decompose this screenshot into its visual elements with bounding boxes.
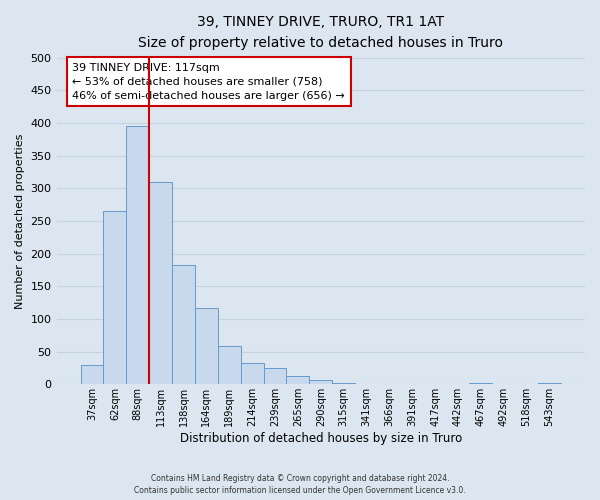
- Bar: [469, 383, 493, 384]
- Title: 39, TINNEY DRIVE, TRURO, TR1 1AT
Size of property relative to detached houses in: 39, TINNEY DRIVE, TRURO, TR1 1AT Size of…: [138, 15, 503, 50]
- Bar: [538, 383, 561, 384]
- Bar: [103, 211, 127, 384]
- Bar: [310, 380, 332, 384]
- Bar: [241, 364, 263, 384]
- Text: Contains HM Land Registry data © Crown copyright and database right 2024.
Contai: Contains HM Land Registry data © Crown c…: [134, 474, 466, 495]
- Y-axis label: Number of detached properties: Number of detached properties: [15, 134, 25, 308]
- Bar: [149, 182, 172, 384]
- Text: 39 TINNEY DRIVE: 117sqm
← 53% of detached houses are smaller (758)
46% of semi-d: 39 TINNEY DRIVE: 117sqm ← 53% of detache…: [73, 62, 345, 100]
- Bar: [332, 383, 355, 384]
- Bar: [263, 368, 286, 384]
- Bar: [80, 364, 103, 384]
- Bar: [172, 266, 195, 384]
- Bar: [127, 126, 149, 384]
- Bar: [218, 346, 241, 385]
- Bar: [286, 376, 310, 384]
- X-axis label: Distribution of detached houses by size in Truro: Distribution of detached houses by size …: [179, 432, 462, 445]
- Bar: [195, 308, 218, 384]
